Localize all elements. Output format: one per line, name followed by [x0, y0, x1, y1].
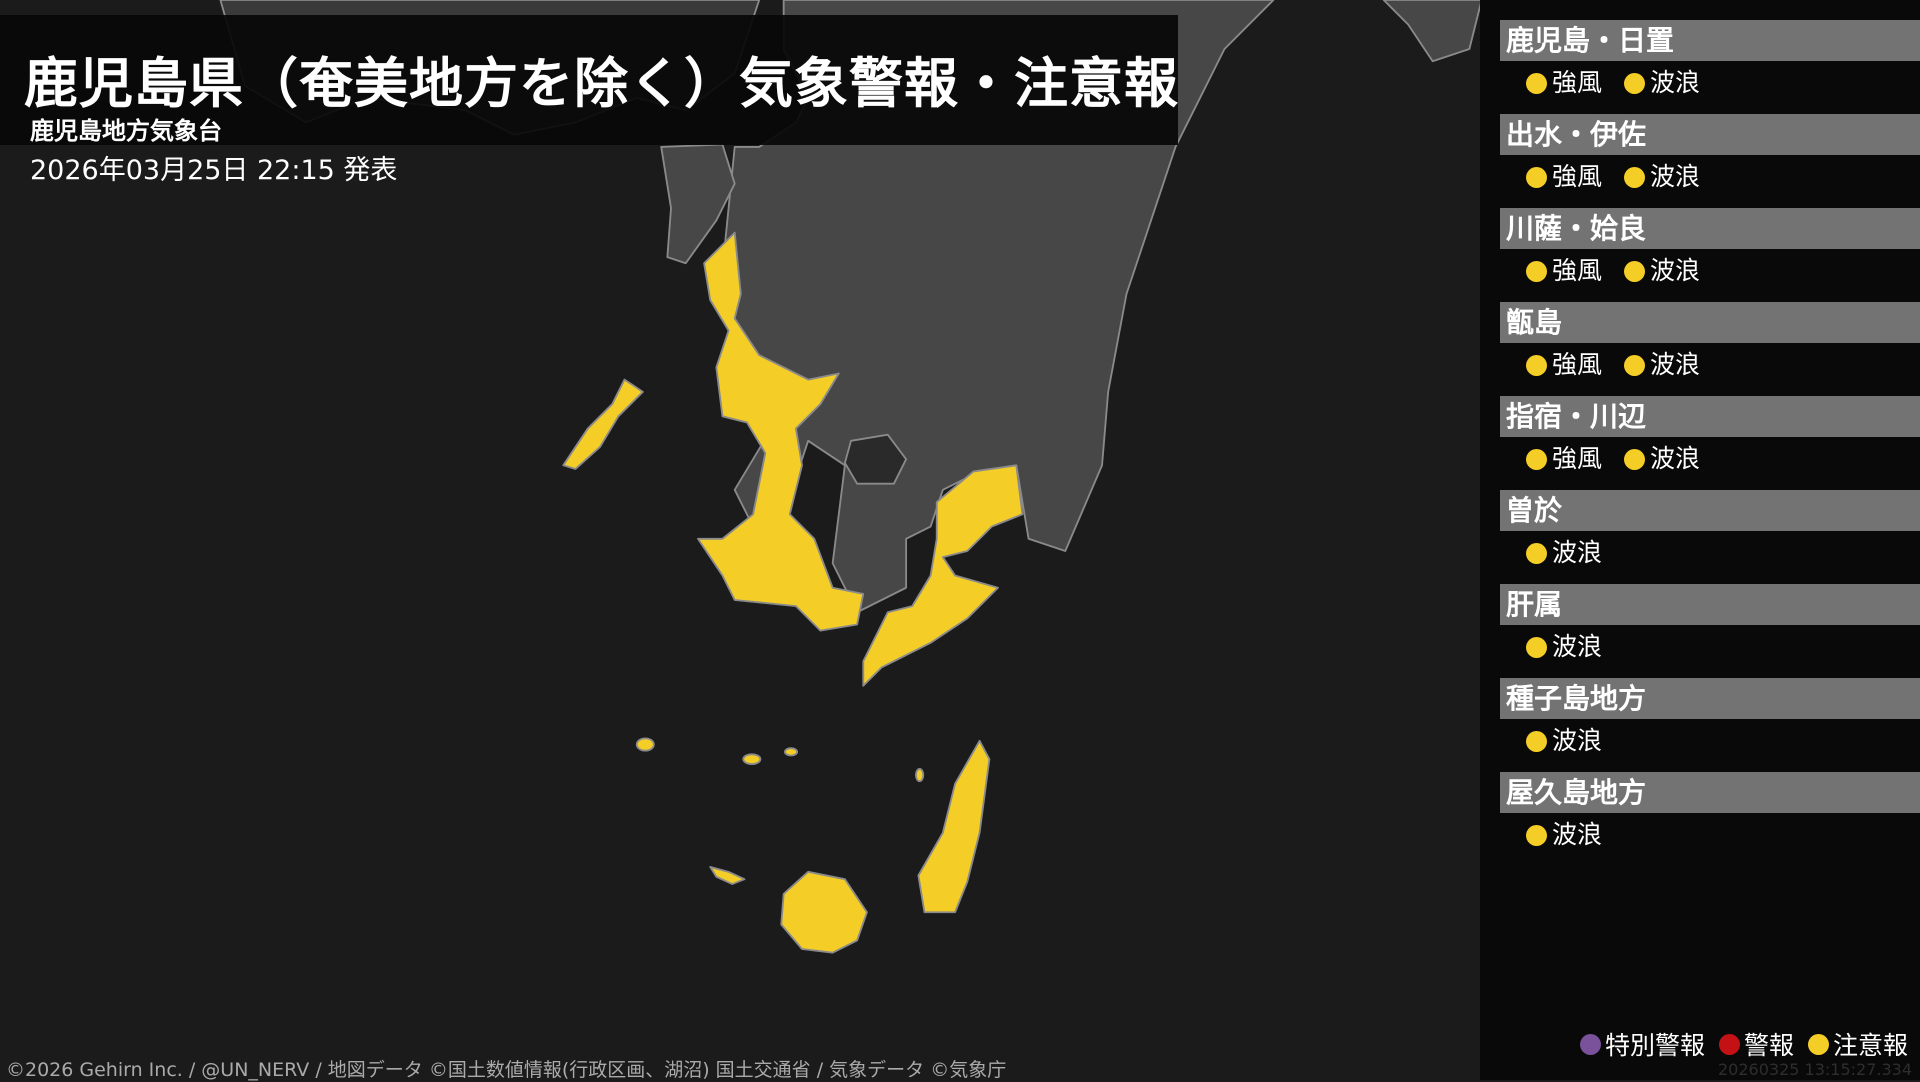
issued-time: 2026年03月25日 22:15 発表 [30, 155, 398, 186]
page-title: 鹿児島県（奄美地方を除く）気象警報・注意報 [24, 52, 1179, 115]
advisory-list: 強風 波浪 [1500, 256, 1920, 286]
advisory-item: 波浪 [1624, 350, 1700, 380]
advisory-list: 波浪 [1500, 538, 1920, 568]
legend-warning: 警報 [1718, 1026, 1794, 1062]
advisory-item: 強風 [1526, 256, 1602, 286]
area-entry[interactable]: 鹿児島・日置強風 波浪 [1500, 20, 1920, 98]
circle-icon [1807, 1033, 1829, 1055]
advisory-item: 波浪 [1526, 726, 1602, 756]
area-name: 肝属 [1500, 584, 1920, 625]
advisory-list: 強風 波浪 [1500, 350, 1920, 380]
title-box: 鹿児島県（奄美地方を除く）気象警報・注意報 鹿児島地方気象台 [0, 15, 1178, 145]
advisory-item: 波浪 [1624, 68, 1700, 98]
timestamp: 20260325 13:15:27.334 [1717, 1060, 1912, 1079]
advisory-item: 強風 [1526, 444, 1602, 474]
advisory-circle-icon [1624, 72, 1646, 94]
island-iojima [742, 753, 762, 766]
area-tanegashima[interactable] [917, 739, 991, 914]
advisory-item: 波浪 [1624, 444, 1700, 474]
advisory-circle-icon [1526, 354, 1547, 376]
advisory-list: 波浪 [1500, 820, 1920, 850]
credit-text: ©2026 Gehirn Inc. / @UN_NERV / 地図データ ©国土… [6, 1059, 1007, 1081]
area-entry[interactable]: 肝属波浪 [1500, 584, 1920, 662]
advisory-item: 波浪 [1526, 538, 1602, 568]
advisory-circle-icon [1526, 730, 1547, 752]
area-entry[interactable]: 曽於波浪 [1500, 490, 1920, 568]
advisory-circle-icon [1526, 166, 1547, 188]
advisory-list: 波浪 [1500, 632, 1920, 662]
advisory-circle-icon [1624, 448, 1646, 470]
island-kuroshima [709, 866, 746, 885]
area-koshikijima[interactable] [562, 378, 644, 470]
advisory-item: 強風 [1526, 350, 1602, 380]
advisory-item: 波浪 [1624, 162, 1700, 192]
advisory-item: 強風 [1526, 162, 1602, 192]
area-name: 種子島地方 [1500, 678, 1920, 719]
area-osumi[interactable] [862, 464, 1024, 687]
area-entry[interactable]: 指宿・川辺強風 波浪 [1500, 396, 1920, 474]
advisory-circle-icon [1526, 72, 1547, 94]
advisory-circle-icon [1624, 260, 1646, 282]
advisory-list: 強風 波浪 [1500, 68, 1920, 98]
area-entry[interactable]: 川薩・姶良強風 波浪 [1500, 208, 1920, 286]
area-name: 甑島 [1500, 302, 1920, 343]
area-name: 指宿・川辺 [1500, 396, 1920, 437]
advisory-list: 強風 波浪 [1500, 162, 1920, 192]
advisory-item: 強風 [1526, 68, 1602, 98]
area-list-sidebar: 鹿児島・日置 強風 波浪 出水・伊佐 強風 波浪 川薩・姶良 強風 波浪 甑島 強風 波浪 指宿・川辺強… [1480, 0, 1920, 1080]
legend-advisory: 注意報 [1807, 1026, 1908, 1062]
advisory-item: 波浪 [1526, 632, 1602, 662]
area-kagoshima-west[interactable] [697, 231, 865, 632]
area-yakushima[interactable] [780, 870, 868, 954]
legend-special-warning: 特別警報 [1579, 1026, 1705, 1062]
legend: 特別警報 警報 注意報 [1579, 1026, 1908, 1062]
area-entry[interactable]: 屋久島地方波浪 [1500, 772, 1920, 850]
circle-icon [1579, 1033, 1601, 1055]
advisory-circle-icon [1624, 166, 1646, 188]
amakusa-landmass [660, 143, 736, 265]
advisory-circle-icon [1526, 448, 1547, 470]
circle-icon [1718, 1033, 1740, 1055]
advisory-circle-icon [1624, 354, 1646, 376]
issuing-office: 鹿児島地方気象台 [30, 117, 222, 145]
island-kuchinoerabu [635, 737, 655, 752]
area-name: 屋久島地方 [1500, 772, 1920, 813]
area-name: 川薩・姶良 [1500, 208, 1920, 249]
advisory-circle-icon [1526, 542, 1547, 564]
advisory-circle-icon [1526, 260, 1547, 282]
advisory-list: 波浪 [1500, 726, 1920, 756]
island-mageshima [915, 768, 925, 783]
advisory-list: 強風 波浪 [1500, 444, 1920, 474]
area-name: 曽於 [1500, 490, 1920, 531]
sakurajima [843, 433, 908, 485]
southeast-kyushu-landmass [1382, 0, 1483, 63]
advisory-item: 波浪 [1526, 820, 1602, 850]
area-name: 鹿児島・日置 [1500, 20, 1920, 61]
island-takeshima [783, 747, 799, 757]
advisory-circle-icon [1526, 636, 1547, 658]
advisory-circle-icon [1526, 824, 1547, 846]
area-entry[interactable]: 種子島地方波浪 [1500, 678, 1920, 756]
area-entry[interactable]: 甑島強風 波浪 [1500, 302, 1920, 380]
area-name: 出水・伊佐 [1500, 114, 1920, 155]
advisory-item: 波浪 [1624, 256, 1700, 286]
area-entry[interactable]: 出水・伊佐強風 波浪 [1500, 114, 1920, 192]
